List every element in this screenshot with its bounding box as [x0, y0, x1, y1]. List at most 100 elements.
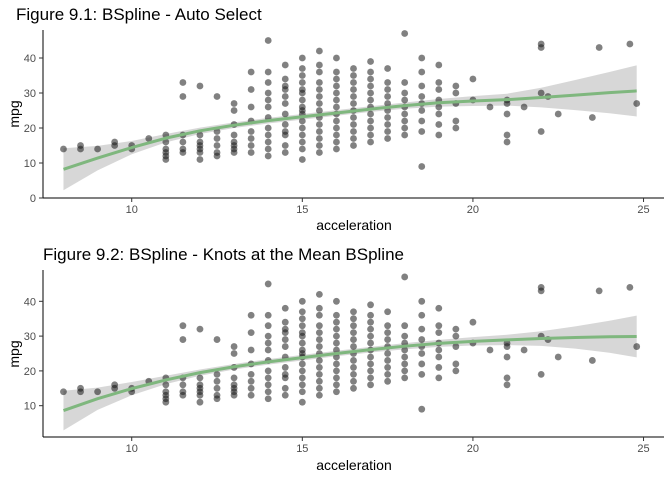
- data-point: [196, 325, 204, 333]
- data-point: [435, 304, 443, 312]
- data-point: [537, 128, 545, 135]
- data-point: [315, 377, 323, 385]
- data-point: [333, 117, 340, 125]
- data-point: [230, 107, 238, 114]
- data-point: [264, 96, 272, 104]
- data-point: [384, 114, 392, 121]
- data-point: [333, 124, 340, 132]
- data-point: [367, 131, 374, 139]
- data-point: [452, 332, 460, 340]
- data-point: [213, 142, 221, 149]
- data-point: [452, 89, 460, 97]
- data-point: [435, 61, 443, 69]
- data-point: [315, 68, 323, 76]
- data-point: [264, 311, 272, 319]
- data-point: [315, 336, 323, 343]
- data-point: [315, 79, 323, 86]
- data-point: [315, 100, 323, 107]
- data-point: [418, 68, 426, 76]
- data-point: [350, 308, 357, 316]
- data-point: [350, 65, 357, 72]
- data-point: [179, 93, 187, 100]
- data-point: [452, 124, 460, 132]
- data-point: [230, 350, 238, 357]
- data-point: [418, 128, 426, 135]
- data-point: [298, 65, 306, 72]
- data-point: [264, 388, 272, 396]
- data-point: [247, 86, 255, 93]
- data-point: [281, 343, 289, 350]
- data-point: [281, 93, 289, 100]
- chart-1-axes: [42, 30, 664, 199]
- x-tick-label: 20: [467, 443, 479, 455]
- data-point: [452, 117, 460, 125]
- data-point: [401, 96, 409, 104]
- data-point: [384, 65, 392, 72]
- data-point: [418, 107, 426, 114]
- data-point: [333, 388, 340, 396]
- data-point: [281, 391, 289, 399]
- data-point: [247, 391, 255, 399]
- data-point: [247, 311, 255, 319]
- chart-1-title: Figure 9.1: BSpline - Auto Select: [16, 5, 262, 24]
- y-tick-label: 40: [24, 296, 36, 308]
- data-point: [264, 103, 272, 111]
- y-tick-label: 40: [24, 53, 36, 65]
- data-point: [418, 311, 426, 319]
- data-point: [281, 75, 289, 83]
- data-point: [401, 346, 409, 354]
- data-point: [350, 384, 357, 392]
- data-point: [315, 364, 323, 371]
- data-point: [520, 103, 528, 111]
- data-point: [230, 381, 238, 389]
- data-point: [247, 329, 255, 337]
- data-point: [298, 124, 306, 132]
- data-point: [384, 377, 392, 385]
- data-point: [333, 339, 340, 347]
- data-point: [333, 353, 340, 361]
- data-point: [298, 322, 306, 330]
- data-point: [264, 374, 272, 382]
- data-point: [298, 329, 306, 337]
- chart-2-confidence-band: [63, 315, 637, 431]
- data-point: [281, 149, 289, 156]
- data-point: [503, 100, 511, 107]
- data-point: [350, 370, 357, 378]
- data-point: [298, 398, 306, 406]
- data-point: [162, 395, 170, 403]
- data-point: [196, 374, 204, 382]
- data-point: [367, 82, 374, 90]
- data-point: [367, 381, 374, 389]
- chart-1-fit-line: [63, 89, 637, 171]
- data-point: [298, 315, 306, 323]
- data-point: [384, 329, 392, 337]
- chart-2-y-axis-label: mpg: [6, 340, 22, 367]
- y-tick-label: 10: [24, 401, 36, 413]
- data-point: [350, 86, 357, 93]
- data-point: [367, 301, 374, 309]
- chart-1-confidence-band: [63, 65, 637, 191]
- data-point: [469, 318, 477, 326]
- data-point: [333, 103, 340, 111]
- data-point: [401, 124, 409, 132]
- data-point: [367, 374, 374, 382]
- data-point: [401, 110, 409, 118]
- data-point: [595, 287, 603, 295]
- data-point: [384, 86, 392, 93]
- data-point: [315, 357, 323, 364]
- chart-panel-2: Figure 9.2: BSpline - Knots at the Mean …: [6, 245, 664, 473]
- data-point: [418, 325, 426, 333]
- data-point: [315, 343, 323, 350]
- data-point: [384, 135, 392, 142]
- data-point: [435, 121, 443, 128]
- data-point: [230, 391, 238, 399]
- data-point: [367, 325, 374, 333]
- confidence-band-area: [63, 65, 637, 191]
- data-point: [298, 381, 306, 389]
- data-point: [367, 89, 374, 97]
- data-point: [333, 325, 340, 333]
- x-tick-label: 10: [126, 443, 138, 455]
- data-point: [633, 100, 641, 107]
- data-point: [418, 336, 426, 343]
